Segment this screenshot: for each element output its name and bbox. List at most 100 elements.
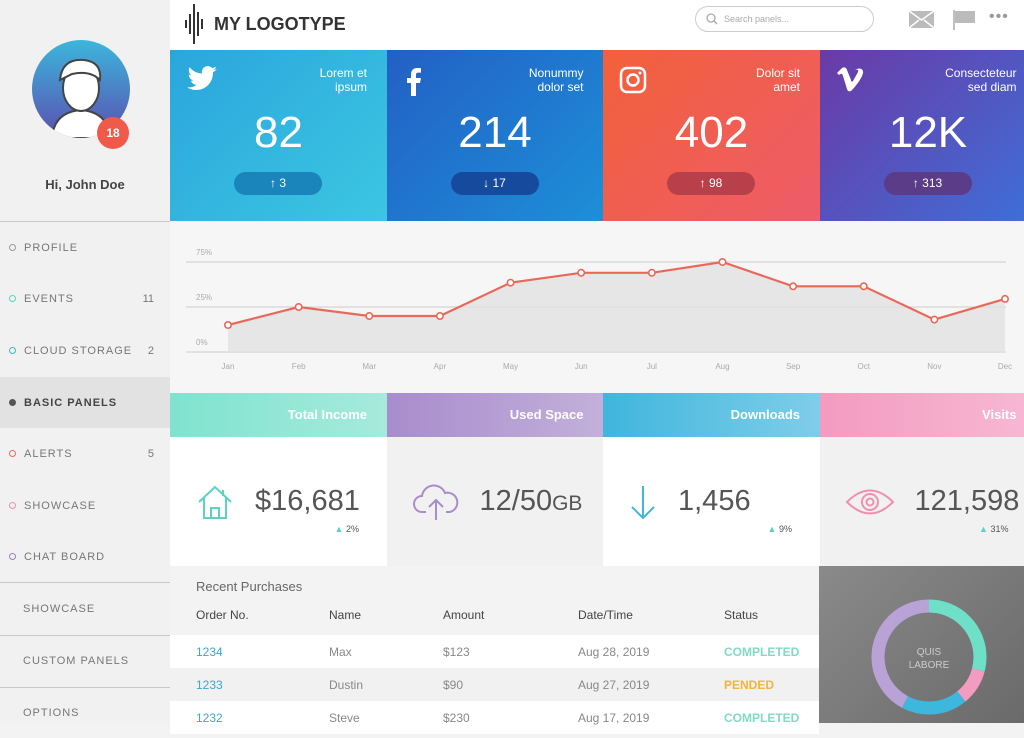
soundwave-logo-icon bbox=[184, 4, 206, 44]
sidebar-item-cloud-storage[interactable]: CLOUD STORAGE 2 bbox=[0, 325, 170, 376]
mail-icon[interactable] bbox=[909, 11, 934, 28]
table-cell: Steve bbox=[329, 711, 360, 725]
bullet-icon bbox=[9, 553, 16, 560]
donut-label-2: LABORE bbox=[909, 660, 950, 671]
tile-label-line2: ipsum bbox=[267, 80, 367, 94]
flag-icon[interactable] bbox=[953, 10, 975, 30]
search-icon bbox=[706, 13, 718, 25]
order-link[interactable]: 1234 bbox=[196, 645, 223, 659]
table-title: Recent Purchases bbox=[196, 579, 302, 594]
facebook-icon bbox=[403, 66, 423, 101]
stat-change-value: 31% bbox=[990, 524, 1008, 534]
eye-icon bbox=[845, 487, 895, 517]
bullet-icon bbox=[9, 399, 16, 406]
table-cell: Aug 28, 2019 bbox=[578, 645, 649, 659]
greeting: Hi, John Doe bbox=[0, 177, 170, 192]
nav-count: 2 bbox=[148, 345, 154, 357]
logo-text: MY LOGOTYPE bbox=[214, 14, 346, 35]
sidebar-item-profile[interactable]: PROFILE bbox=[0, 222, 170, 273]
table-cell: $123 bbox=[443, 645, 470, 659]
tile-label-line1: Lorem et bbox=[267, 66, 367, 80]
tile-value: 82 bbox=[170, 108, 387, 158]
table-cell: $90 bbox=[443, 678, 463, 692]
stat-header: Visits bbox=[820, 393, 1024, 437]
sidebar-section-custom-panels[interactable]: CUSTOM PANELS bbox=[0, 635, 170, 686]
x-tick-label: Jan bbox=[222, 362, 235, 371]
sidebar-section-options[interactable]: OPTIONS bbox=[0, 687, 170, 738]
cloud-upload-icon bbox=[412, 482, 460, 522]
up-triangle-icon: ▲ bbox=[768, 524, 777, 534]
logo[interactable]: MY LOGOTYPE bbox=[184, 4, 346, 44]
data-point bbox=[1002, 296, 1008, 302]
tile-label-line2: dolor set bbox=[484, 80, 584, 94]
stat-change: ▲ 9% bbox=[768, 524, 792, 534]
column-header[interactable]: Status bbox=[724, 608, 758, 622]
column-header[interactable]: Name bbox=[329, 608, 361, 622]
order-link[interactable]: 1232 bbox=[196, 711, 223, 725]
x-tick-label: Jun bbox=[575, 362, 588, 371]
sidebar-item-alerts[interactable]: ALERTS 5 bbox=[0, 428, 170, 479]
sidebar-item-chat-board[interactable]: CHAT BOARD bbox=[0, 531, 170, 582]
sidebar: 18 Hi, John Doe PROFILE EVENTS 11 CLOUD … bbox=[0, 0, 170, 723]
sidebar-item-events[interactable]: EVENTS 11 bbox=[0, 273, 170, 324]
table-cell: Max bbox=[329, 645, 352, 659]
tile-label-line2: sed diam bbox=[917, 80, 1017, 94]
donut-label-1: QUIS bbox=[917, 647, 942, 658]
data-point bbox=[649, 270, 655, 276]
x-tick-label: Mar bbox=[362, 362, 376, 371]
stat-value: 1,456 bbox=[678, 485, 751, 518]
nav-label: SHOWCASE bbox=[23, 603, 95, 615]
column-header[interactable]: Amount bbox=[443, 608, 484, 622]
column-header[interactable]: Order No. bbox=[196, 608, 249, 622]
bullet-icon bbox=[9, 295, 16, 302]
vimeo-icon bbox=[836, 66, 866, 97]
tile-label-line1: Nonummy bbox=[484, 66, 584, 80]
bullet-icon bbox=[9, 244, 16, 251]
twitter-icon bbox=[186, 66, 218, 97]
table-row[interactable]: 1234 Max $123 Aug 28, 2019 COMPLETED bbox=[170, 635, 819, 668]
stat-number: 121,598 bbox=[915, 485, 1020, 517]
header: MY LOGOTYPE Search panels... ••• bbox=[170, 0, 1024, 50]
data-point bbox=[719, 259, 725, 265]
data-point bbox=[861, 283, 867, 289]
stat-change-value: 9% bbox=[779, 524, 792, 534]
table-cell: COMPLETED bbox=[724, 645, 799, 659]
table-cell: COMPLETED bbox=[724, 711, 799, 725]
data-point bbox=[225, 322, 231, 328]
donut-panel: QUIS LABORE bbox=[819, 566, 1024, 723]
search-placeholder: Search panels... bbox=[724, 14, 789, 24]
tile-value: 214 bbox=[387, 108, 604, 158]
table-cell: Aug 27, 2019 bbox=[578, 678, 649, 692]
notification-badge[interactable]: 18 bbox=[97, 117, 129, 149]
x-tick-label: May bbox=[503, 362, 518, 371]
stat-card: 1,456 ▲ 9% bbox=[603, 437, 820, 566]
x-tick-label: Sep bbox=[786, 362, 801, 371]
tile-label-line1: Dolor sit bbox=[700, 66, 800, 80]
stat-value: 12/50GB bbox=[480, 485, 583, 518]
column-header[interactable]: Date/Time bbox=[578, 608, 633, 622]
donut-chart: QUIS LABORE bbox=[819, 566, 1024, 723]
home-icon bbox=[195, 482, 235, 522]
more-options-icon[interactable]: ••• bbox=[989, 8, 1009, 26]
order-link[interactable]: 1233 bbox=[196, 678, 223, 692]
stat-number: $16,681 bbox=[255, 485, 360, 517]
stat-card: $16,681 ▲ 2% bbox=[170, 437, 387, 566]
stat-header: Downloads bbox=[603, 393, 820, 437]
sidebar-item-showcase[interactable]: SHOWCASE bbox=[0, 480, 170, 531]
x-tick-label: Nov bbox=[927, 362, 941, 371]
nav-label: OPTIONS bbox=[23, 707, 80, 719]
tile-change-pill: ↑ 313 bbox=[884, 172, 972, 195]
search-input[interactable]: Search panels... bbox=[695, 6, 874, 32]
sidebar-item-basic-panels[interactable]: BASIC PANELS bbox=[0, 377, 170, 428]
sidebar-section-showcase[interactable]: SHOWCASE bbox=[0, 583, 170, 634]
